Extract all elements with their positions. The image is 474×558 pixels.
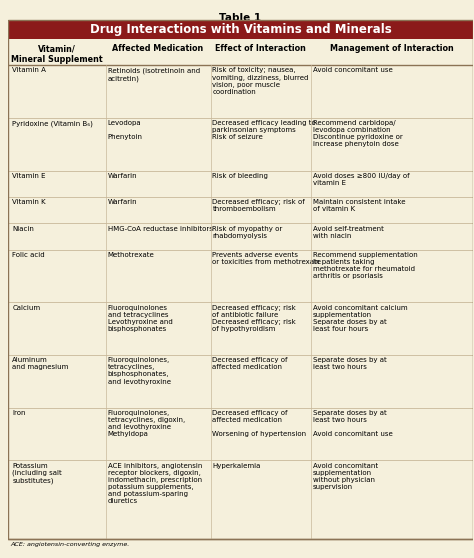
Text: Avoid concomitant use: Avoid concomitant use <box>313 68 392 74</box>
Text: Maintain consistent intake
of vitamin K: Maintain consistent intake of vitamin K <box>313 199 405 213</box>
Text: Separate doses by at
least two hours

Avoid concomitant use: Separate doses by at least two hours Avo… <box>313 410 392 437</box>
Text: Methotrexate: Methotrexate <box>108 252 155 258</box>
Text: Iron: Iron <box>12 410 26 416</box>
Text: Fluoroquinolones
and tetracyclines
Levothyroxine and
bisphosphonates: Fluoroquinolones and tetracyclines Levot… <box>108 305 173 332</box>
Text: Decreased efficacy; risk of
thromboembolism: Decreased efficacy; risk of thromboembol… <box>212 199 305 213</box>
Text: Avoid doses ≥800 IU/day of
vitamin E: Avoid doses ≥800 IU/day of vitamin E <box>313 173 409 186</box>
Text: Vitamin K: Vitamin K <box>12 199 46 205</box>
Text: Effect of Interaction: Effect of Interaction <box>216 44 306 53</box>
Text: Affected Medication: Affected Medication <box>112 44 204 53</box>
Text: Risk of toxicity; nausea,
vomiting, dizziness, blurred
vision, poor muscle
coord: Risk of toxicity; nausea, vomiting, dizz… <box>212 68 309 95</box>
Text: Avoid self-treatment
with niacin: Avoid self-treatment with niacin <box>313 225 383 239</box>
Text: Avoid concomitant calcium
supplementation
Separate doses by at
least four hours: Avoid concomitant calcium supplementatio… <box>313 305 407 332</box>
Text: Hyperkalemia: Hyperkalemia <box>212 463 261 469</box>
Text: ACE inhibitors, angiotensin
receptor blockers, digoxin,
indomethacin, prescripti: ACE inhibitors, angiotensin receptor blo… <box>108 463 202 504</box>
Text: Retinoids (isotretinoin and
acitretin): Retinoids (isotretinoin and acitretin) <box>108 68 200 81</box>
Text: Vitamin/
Mineral Supplement: Vitamin/ Mineral Supplement <box>11 44 103 64</box>
Text: Decreased efficacy leading to
parkinsonian symptoms
Risk of seizure: Decreased efficacy leading to parkinsoni… <box>212 120 316 141</box>
Text: Vitamin E: Vitamin E <box>12 173 46 179</box>
Text: Management of Interaction: Management of Interaction <box>330 44 454 53</box>
Text: Warfarin: Warfarin <box>108 199 137 205</box>
Text: Table 1: Table 1 <box>219 13 262 23</box>
Text: Recommend supplementation
in patients taking
methotrexate for rheumatoid
arthrit: Recommend supplementation in patients ta… <box>313 252 418 279</box>
Text: Aluminum
and magnesium: Aluminum and magnesium <box>12 357 69 371</box>
Text: Drug Interactions with Vitamins and Minerals: Drug Interactions with Vitamins and Mine… <box>90 22 392 36</box>
Text: Warfarin: Warfarin <box>108 173 137 179</box>
Text: ACE: angiotensin-converting enzyme.: ACE: angiotensin-converting enzyme. <box>10 542 129 547</box>
Text: Separate doses by at
least two hours: Separate doses by at least two hours <box>313 357 386 371</box>
Text: Avoid concomitant
supplementation
without physician
supervision: Avoid concomitant supplementation withou… <box>313 463 378 490</box>
Text: Decreased efficacy of
affected medication: Decreased efficacy of affected medicatio… <box>212 357 288 371</box>
Text: Pyridoxine (Vitamin B₆): Pyridoxine (Vitamin B₆) <box>12 120 93 127</box>
Text: Recommend carbidopa/
levodopa combination
Discontinue pyridoxine or
increase phe: Recommend carbidopa/ levodopa combinatio… <box>313 120 402 147</box>
FancyBboxPatch shape <box>8 20 474 39</box>
Text: Risk of myopathy or
rhabdomyolysis: Risk of myopathy or rhabdomyolysis <box>212 225 283 239</box>
Text: Folic acid: Folic acid <box>12 252 45 258</box>
Text: HMG-CoA reductase inhibitors: HMG-CoA reductase inhibitors <box>108 225 212 232</box>
Text: Niacin: Niacin <box>12 225 34 232</box>
Text: Prevents adverse events
or toxicities from methotrexate: Prevents adverse events or toxicities fr… <box>212 252 321 265</box>
Text: Vitamin A: Vitamin A <box>12 68 46 74</box>
Text: Fluoroquinolones,
tetracyclines, digoxin,
and levothyroxine
Methyldopa: Fluoroquinolones, tetracyclines, digoxin… <box>108 410 185 437</box>
Text: Potassium
(including salt
substitutes): Potassium (including salt substitutes) <box>12 463 62 484</box>
Text: Decreased efficacy of
affected medication

Worsening of hypertension: Decreased efficacy of affected medicatio… <box>212 410 307 437</box>
Text: Levodopa

Phenytoin: Levodopa Phenytoin <box>108 120 143 141</box>
Text: Decreased efficacy; risk
of antibiotic failure
Decreased efficacy; risk
of hypot: Decreased efficacy; risk of antibiotic f… <box>212 305 296 332</box>
Text: Calcium: Calcium <box>12 305 40 311</box>
Text: Fluoroquinolones,
tetracyclines,
bisphosphonates,
and levothyroxine: Fluoroquinolones, tetracyclines, bisphos… <box>108 357 171 384</box>
Text: Risk of bleeding: Risk of bleeding <box>212 173 268 179</box>
